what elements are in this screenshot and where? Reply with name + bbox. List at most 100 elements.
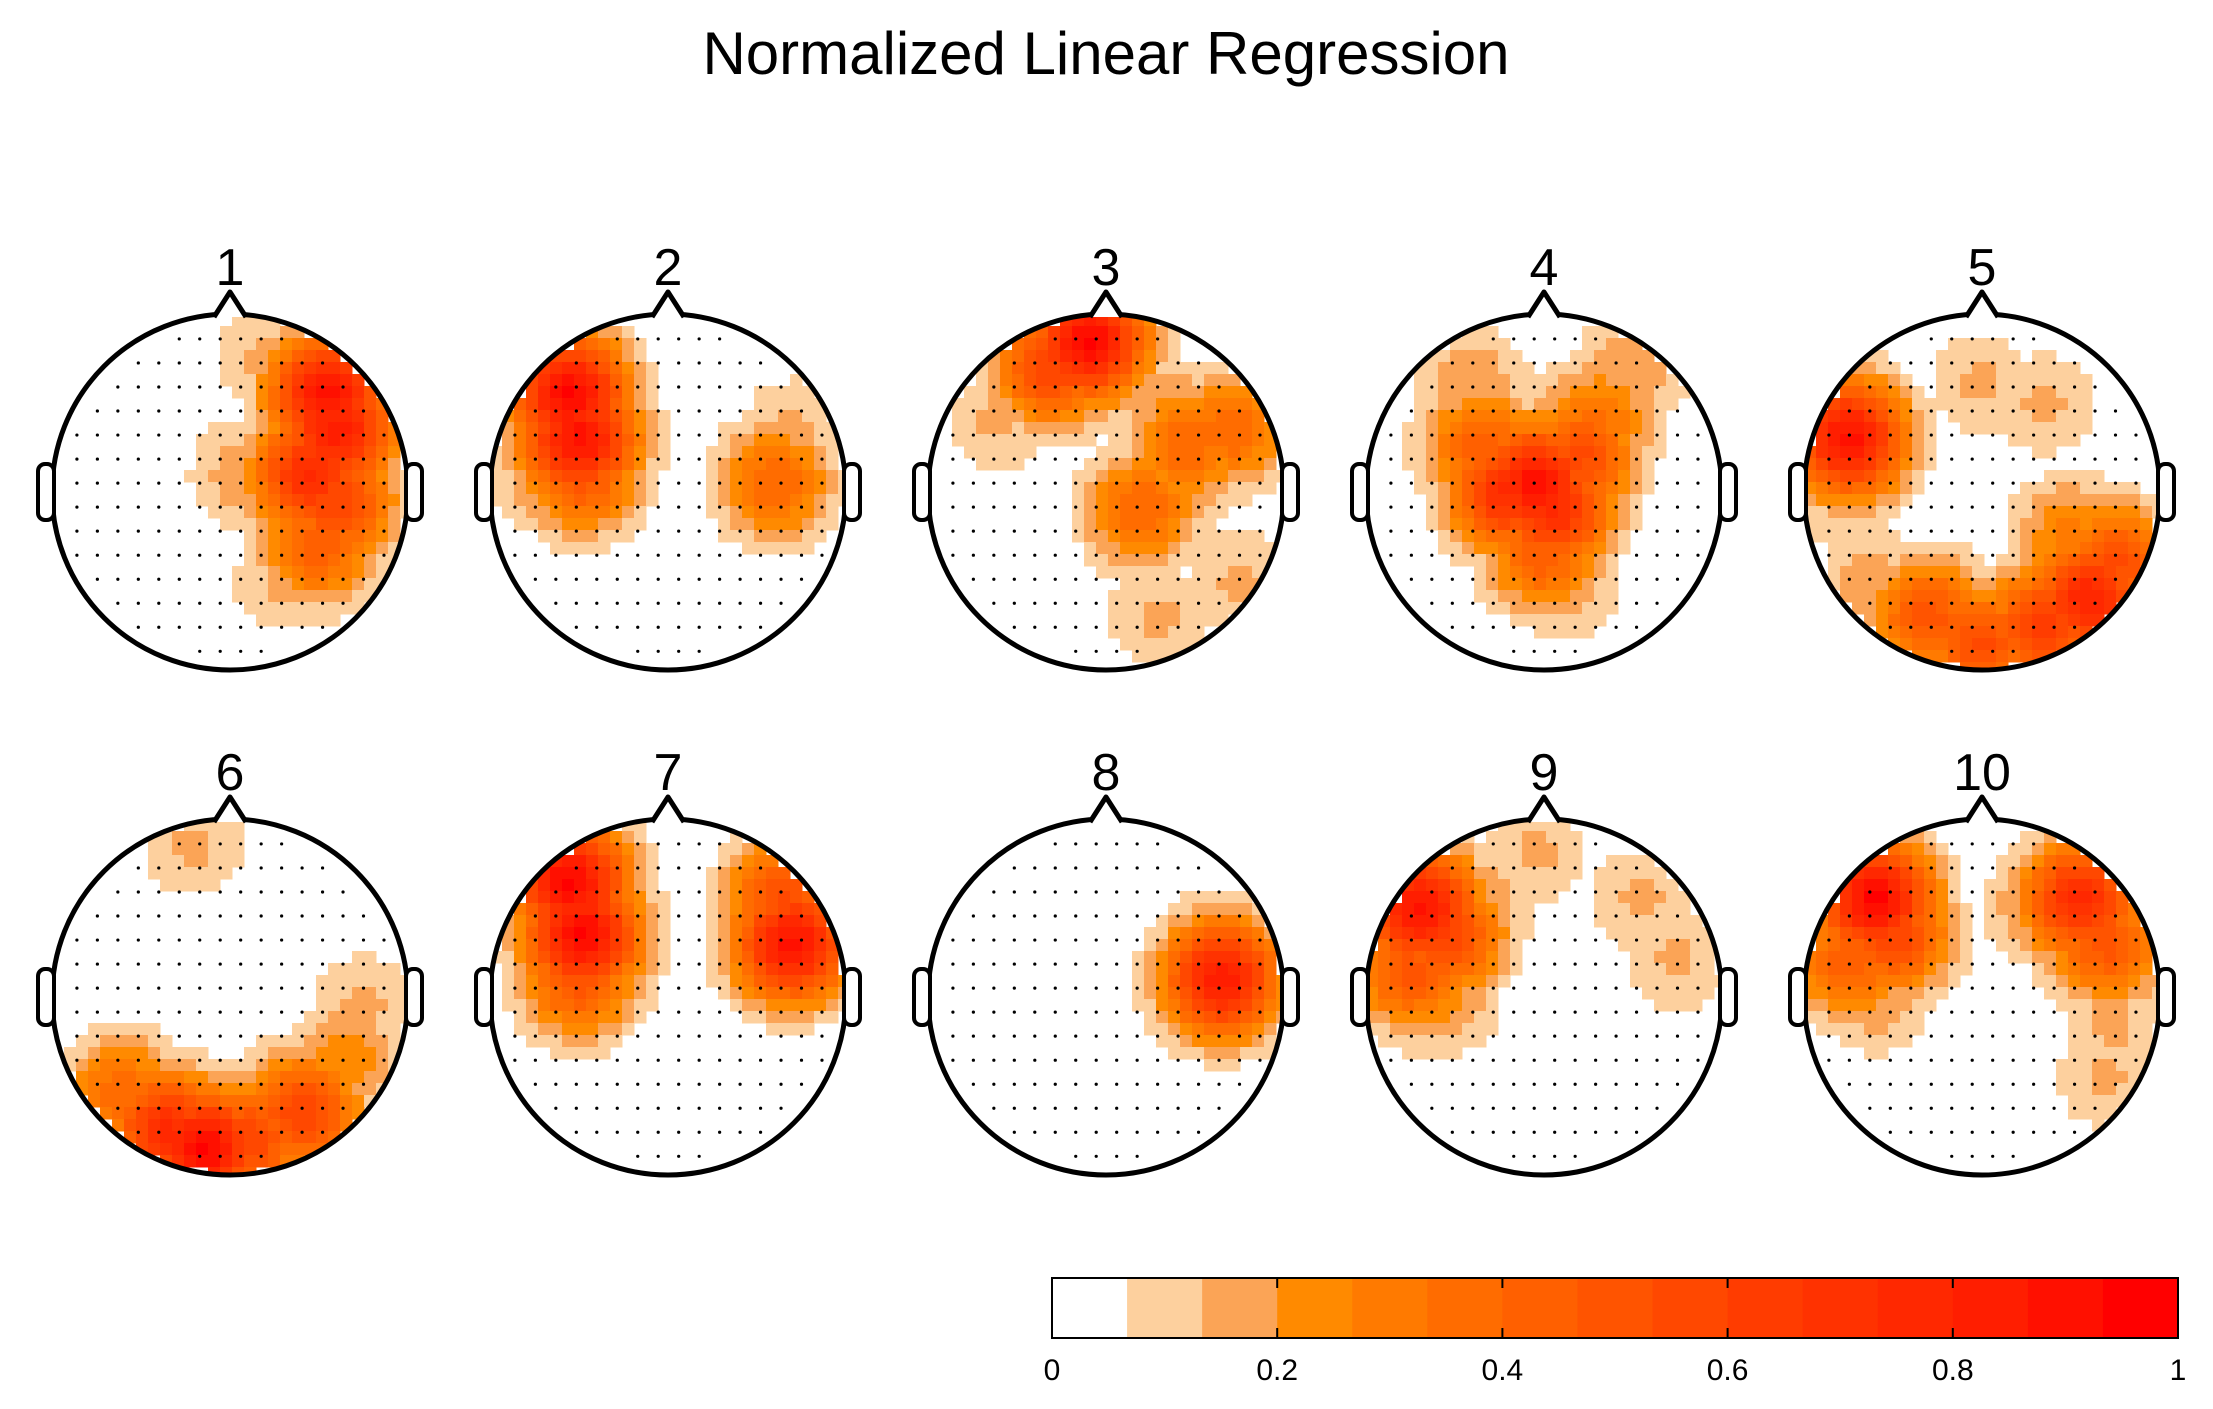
electrode-dot xyxy=(677,1058,681,1062)
heat-cell xyxy=(304,1047,317,1060)
electrode-dot xyxy=(1053,385,1057,389)
electrode-dot xyxy=(1053,601,1057,605)
electrode-dot xyxy=(951,962,955,966)
electrode-dot xyxy=(615,1058,619,1062)
heat-cell xyxy=(1840,410,1853,423)
electrode-dot xyxy=(1074,385,1078,389)
electrode-dot xyxy=(677,1082,681,1086)
heat-cell xyxy=(2080,506,2093,519)
heat-cell xyxy=(598,434,611,447)
heat-cell xyxy=(1144,398,1157,411)
heat-cell xyxy=(1144,963,1157,976)
heat-cell xyxy=(2068,518,2081,531)
electrode-dot xyxy=(738,433,742,437)
electrode-dot xyxy=(971,1082,975,1086)
electrode-dot xyxy=(758,962,763,966)
heat-cell xyxy=(1426,927,1439,940)
electrode-dot xyxy=(1868,433,1872,437)
heat-cell xyxy=(718,915,731,928)
electrode-dot xyxy=(177,625,181,629)
heat-cell xyxy=(1414,927,1427,940)
heat-cell xyxy=(148,855,161,868)
heat-cell xyxy=(622,987,635,1000)
heat-cell xyxy=(790,891,803,904)
electrode-dot xyxy=(116,914,120,918)
electrode-dot xyxy=(738,577,742,581)
heat-cell xyxy=(1426,903,1439,916)
heat-cell xyxy=(598,506,611,519)
heat-cell xyxy=(1948,650,1961,663)
heat-cell xyxy=(136,1071,149,1084)
heat-cell xyxy=(244,578,257,591)
heat-cell xyxy=(1216,422,1229,435)
heat-cell xyxy=(1888,506,1901,519)
heat-cell xyxy=(256,1155,269,1168)
electrode-dot xyxy=(1012,601,1016,605)
heat-cell xyxy=(1900,422,1913,435)
heat-cell xyxy=(1924,614,1937,627)
heat-cell xyxy=(160,1119,173,1132)
heat-cell xyxy=(1132,975,1145,988)
heat-cell xyxy=(1546,398,1559,411)
heat-cell xyxy=(1084,422,1097,435)
heat-cell xyxy=(196,1119,209,1132)
electrode-dot xyxy=(1532,1106,1536,1110)
heat-cell xyxy=(1864,410,1877,423)
heat-cell xyxy=(754,939,767,952)
heat-cell xyxy=(1888,374,1901,387)
heat-cell xyxy=(2092,470,2105,483)
heat-cell xyxy=(1228,470,1241,483)
heat-cell xyxy=(364,506,377,519)
heat-cell xyxy=(1474,1023,1487,1036)
heat-cell xyxy=(1462,903,1475,916)
heat-cell xyxy=(1558,879,1571,892)
electrode-dot xyxy=(718,337,722,341)
heat-cell xyxy=(790,470,803,483)
heat-cell xyxy=(1642,410,1655,423)
heat-cell xyxy=(328,518,341,531)
left-ear-icon xyxy=(474,967,494,1027)
heat-cell xyxy=(1462,518,1475,531)
electrode-dot xyxy=(198,1082,202,1086)
heat-cell xyxy=(364,410,377,423)
heat-cell xyxy=(1474,494,1487,507)
heat-cell xyxy=(1204,915,1217,928)
heat-cell xyxy=(1474,530,1487,543)
heat-cell xyxy=(1888,614,1901,627)
electrode-dot xyxy=(1450,577,1454,581)
heat-cell xyxy=(1252,530,1265,543)
heat-cell xyxy=(598,891,611,904)
heat-cell xyxy=(1828,410,1841,423)
heat-cell xyxy=(148,1107,161,1120)
heat-cell xyxy=(586,1035,599,1048)
electrode-dot xyxy=(1012,361,1016,365)
heat-cell xyxy=(1402,987,1415,1000)
heat-cell xyxy=(1072,350,1085,363)
heat-cell xyxy=(1900,470,1913,483)
electrode-dot xyxy=(779,385,783,389)
electrode-dot xyxy=(1033,1082,1037,1086)
heat-cell xyxy=(304,470,317,483)
heat-cell xyxy=(742,975,755,988)
electrode-dot xyxy=(280,890,284,894)
heat-cell xyxy=(1180,542,1193,555)
heat-cell xyxy=(598,350,611,363)
electrode-dot xyxy=(218,577,222,581)
electrode-dot xyxy=(218,385,222,389)
heat-cell xyxy=(1156,1023,1169,1036)
heat-cell xyxy=(1936,542,1949,555)
electrode-dot xyxy=(2011,601,2015,605)
heat-cell xyxy=(1972,410,1985,423)
heat-cell xyxy=(1168,1011,1181,1024)
heat-cell xyxy=(1806,506,1817,519)
heat-cell xyxy=(1936,867,1949,880)
heat-cell xyxy=(220,1107,233,1120)
heat-cell xyxy=(598,975,611,988)
heat-cell xyxy=(1168,470,1181,483)
electrode-dot xyxy=(1634,1082,1639,1086)
electrode-dot xyxy=(697,649,701,653)
heat-cell xyxy=(340,518,353,531)
heat-cell xyxy=(538,374,551,387)
electrode-dot xyxy=(1512,577,1516,581)
heat-cell xyxy=(1132,638,1145,651)
